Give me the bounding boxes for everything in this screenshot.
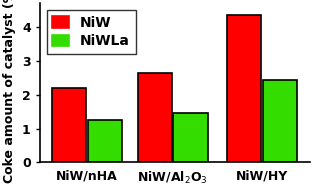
Bar (52, 88, 86, 163)
Bar (227, 15, 261, 163)
Bar (138, 73, 172, 163)
Bar (263, 80, 297, 163)
Bar (88, 120, 122, 163)
Y-axis label: Coke amount of catalyst (%): Coke amount of catalyst (%) (3, 0, 17, 183)
Legend: NiW, NiWLa: NiW, NiWLa (47, 10, 136, 54)
Bar (173, 113, 208, 163)
